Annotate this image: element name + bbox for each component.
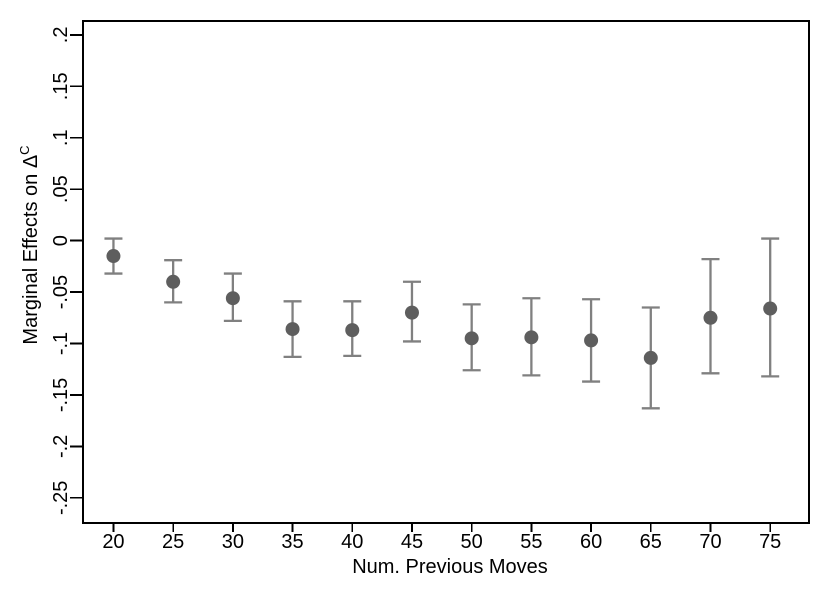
error-bar-point bbox=[641, 306, 660, 410]
error-bar-point bbox=[223, 272, 242, 323]
error-bar-point bbox=[164, 259, 183, 304]
y-tick-label: -.2 bbox=[50, 435, 72, 458]
data-point-marker bbox=[763, 301, 778, 316]
x-tick-label: 35 bbox=[281, 531, 303, 553]
x-axis: 20 25 30 35 40 45 50 55 60 65 70 75 bbox=[102, 523, 781, 553]
error-bar-point bbox=[343, 300, 362, 357]
error-bar-point bbox=[582, 298, 601, 383]
y-tick-label: .2 bbox=[50, 27, 72, 44]
error-bar-point bbox=[462, 303, 481, 372]
y-tick-label: .15 bbox=[50, 72, 72, 100]
error-bar-point bbox=[104, 237, 123, 275]
x-tick-label: 60 bbox=[580, 531, 602, 553]
error-bar-point bbox=[402, 280, 421, 343]
x-tick-label: 45 bbox=[401, 531, 423, 553]
data-point-marker bbox=[643, 350, 658, 365]
error-bar-point bbox=[522, 297, 541, 377]
y-tick-label: 0 bbox=[50, 235, 72, 246]
y-tick-label: -.05 bbox=[50, 275, 72, 309]
x-tick-label: 25 bbox=[162, 531, 184, 553]
y-axis-title-superscript: C bbox=[17, 145, 32, 154]
x-tick-label: 40 bbox=[341, 531, 363, 553]
x-axis-title: Num. Previous Moves bbox=[352, 556, 548, 578]
y-axis-title: Marginal Effects on ΔC bbox=[17, 145, 42, 344]
data-point-marker bbox=[584, 333, 599, 348]
data-point-marker bbox=[225, 291, 240, 306]
x-tick-label: 30 bbox=[222, 531, 244, 553]
y-tick-label: -.25 bbox=[50, 481, 72, 515]
data-point-marker bbox=[464, 331, 479, 346]
data-point-marker bbox=[345, 323, 360, 338]
y-tick-label: -.15 bbox=[50, 378, 72, 412]
x-tick-label: 75 bbox=[759, 531, 781, 553]
data-point-marker bbox=[166, 274, 181, 289]
x-tick-label: 70 bbox=[699, 531, 721, 553]
y-axis: .2 .15 .1 .05 0 -.05 -.1 -.15 -.2 -.25 bbox=[50, 27, 83, 515]
x-tick-label: 55 bbox=[520, 531, 542, 553]
error-bar-point bbox=[761, 237, 780, 378]
data-point-marker bbox=[404, 305, 419, 320]
error-bar-point bbox=[283, 300, 302, 359]
y-axis-title-main: Marginal Effects on Δ bbox=[20, 155, 42, 345]
y-tick-label: -.1 bbox=[50, 332, 72, 355]
error-bar-series bbox=[104, 237, 780, 410]
data-point-marker bbox=[285, 322, 300, 337]
data-point-marker bbox=[524, 330, 539, 345]
x-tick-label: 50 bbox=[461, 531, 483, 553]
x-tick-label: 65 bbox=[640, 531, 662, 553]
error-bar-point bbox=[701, 257, 720, 375]
data-point-marker bbox=[703, 310, 718, 325]
x-tick-label: 20 bbox=[102, 531, 124, 553]
y-tick-label: .1 bbox=[50, 129, 72, 146]
plot-border bbox=[82, 20, 810, 524]
y-tick-label: .05 bbox=[50, 175, 72, 203]
data-point-marker bbox=[106, 249, 121, 264]
